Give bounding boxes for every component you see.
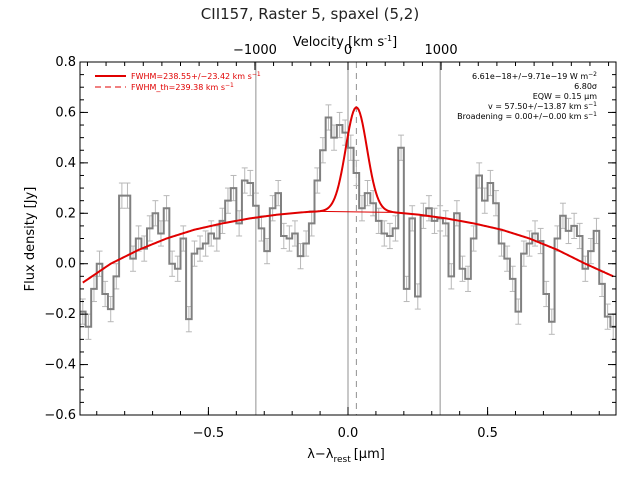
chart-title: CII157, Raster 5, spaxel (5,2)	[201, 5, 419, 23]
annotation-block: 6.61e−18+/−9.71e−19 W m−2 6.80σ EQW = 0.…	[457, 71, 597, 121]
y-tick-label: 0.0	[55, 257, 76, 272]
y-tick-label: −0.6	[44, 408, 76, 423]
top-tick-label: −1000	[233, 43, 277, 58]
annotation-significance: 6.80σ	[574, 82, 597, 91]
y-tick-label: 0.8	[55, 55, 76, 70]
x-tick-label: 0.5	[477, 426, 498, 441]
legend-label-fwhm-th: FWHM_th=239.38 km s−1	[131, 82, 234, 92]
y-axis-label: Flux density [Jy]	[23, 187, 38, 292]
x-axis-label: λ−λrest [μm]	[307, 447, 385, 465]
annotation-broadening: Broadening = 0.00+/−0.00 km s−1	[457, 111, 597, 121]
x-tick-label: −0.5	[193, 426, 225, 441]
legend: FWHM=238.55+/−23.42 km s−1 FWHM_th=239.3…	[95, 71, 261, 92]
annotation-eqw: EQW = 0.15 μm	[533, 92, 597, 101]
legend-label-fwhm: FWHM=238.55+/−23.42 km s−1	[131, 71, 261, 81]
top-tick-label: 0	[344, 43, 352, 58]
spectrum-histogram	[80, 116, 616, 328]
top-tick-label: 1000	[425, 43, 458, 58]
annotation-velocity: v = 57.50+/−13.87 km s−1	[488, 101, 597, 111]
y-tick-label: 0.2	[55, 206, 76, 221]
y-tick-label: −0.2	[44, 307, 76, 322]
fit-model-line	[82, 106, 614, 284]
top-axis-label: Velocity [km s-1]	[293, 34, 397, 50]
axes: −0.6 −0.4 −0.2 0.0 0.2 0.4 0.6 0.8 −0.5 0.0 0.5 −10…	[44, 43, 617, 441]
annotation-flux: 6.61e−18+/−9.71e−19 W m−2	[472, 71, 597, 81]
y-tick-label: −0.4	[44, 358, 76, 373]
y-tick-label: 0.4	[55, 156, 76, 171]
line-baseline	[319, 210, 394, 213]
plot-area	[79, 62, 617, 415]
x-tick-label: 0.0	[338, 426, 359, 441]
y-tick-label: 0.6	[55, 105, 76, 120]
